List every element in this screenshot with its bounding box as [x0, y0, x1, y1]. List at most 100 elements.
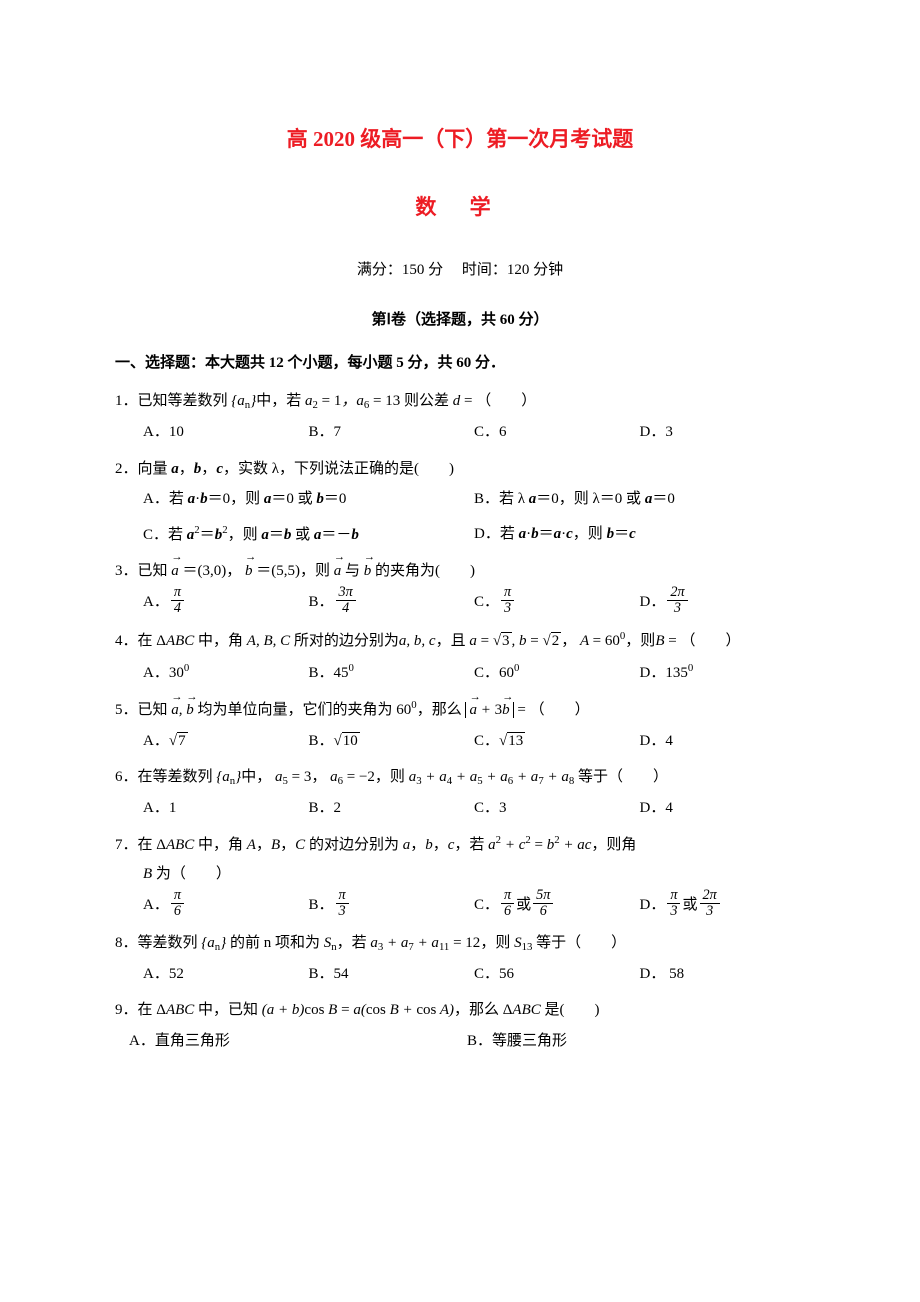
q3-stem: 3．已知 a ＝(3,0)， b ＝(5,5)，则 a 与 b 的夹角为( ) [115, 557, 805, 586]
q6-options: A．1 B．2 C．3 D．4 [115, 794, 805, 823]
q5-t3: ，那么 [417, 702, 462, 718]
q4-opt-d: D．1350 [640, 658, 806, 687]
q3b: B． [309, 594, 334, 610]
q4a: A． [143, 665, 169, 681]
q3-t3: ＝(5,5)，则 [256, 563, 330, 579]
q7-options: A．π6 B．π3 C．π6或5π6 D．π3或2π3 [115, 890, 805, 921]
q1-opt-b: B．7 [309, 418, 475, 447]
question-8: 8．等差数列 {an} 的前 n 项和为 Sn，若 a3 + a7 + a11 … [115, 929, 805, 988]
q3-t1: 已知 [138, 563, 168, 579]
q3-t2: ＝(3,0)， [183, 563, 242, 579]
full-marks: 满分：150 分 [357, 262, 443, 278]
q6-t1: 在等差数列 [138, 769, 213, 785]
q2-options-row2: C．若 a2＝b2，则 a＝b 或 a＝－b D．若 a·b＝a·c，则 b＝c [115, 520, 805, 549]
q6-t2: 中， [241, 769, 271, 785]
q9-opt-a: A．直角三角形 [129, 1027, 467, 1056]
q7-t2: 中，角 [198, 837, 243, 853]
q4-t2: 中，角 [198, 633, 243, 649]
q1-t2: 中，若 [256, 393, 301, 409]
q2-t1: 向量 [138, 461, 172, 477]
q6-opt-a: A．1 [143, 794, 309, 823]
q6-stem: 6．在等差数列 {an}中， a5 = 3， a6 = −2，则 a3 + a4… [115, 763, 805, 792]
q7c: C． [474, 897, 499, 913]
q5b: B． [309, 733, 334, 749]
q2-num: 2． [115, 461, 138, 477]
q3a: A． [143, 594, 169, 610]
q3-num: 3． [115, 563, 138, 579]
q7-t5: ，则角 [591, 837, 636, 853]
question-4: 4．在 ΔABC 中，角 A, B, C 所对的边分别为a, b, c，且 a … [115, 626, 805, 687]
q7-stem: 7．在 ΔABC 中，角 A，B，C 的对边分别为 a，b，c，若 a2 + c… [115, 830, 805, 859]
q1-opt-c: C．6 [474, 418, 640, 447]
q2-t2: 实数 λ，下列说法正确的是( ) [238, 461, 454, 477]
q1-options: A．10 B．7 C．6 D．3 [115, 418, 805, 447]
q4-t4: ，且 [436, 633, 466, 649]
exam-subject: 数 学 [115, 188, 805, 228]
q8-stem: 8．等差数列 {an} 的前 n 项和为 Sn，若 a3 + a7 + a11 … [115, 929, 805, 958]
q7cor: 或 [516, 897, 531, 913]
q4-stem: 4．在 ΔABC 中，角 A, B, C 所对的边分别为a, b, c，且 a … [115, 626, 805, 655]
q4-paren: （ ） [680, 633, 740, 649]
q1-paren: （ ） [476, 393, 536, 409]
q8-opt-b: B．54 [309, 960, 475, 989]
q2a1: A．若 [143, 491, 188, 507]
q7-t1: 在 [138, 837, 153, 853]
question-5: 5．已知 a, b 均为单位向量，它们的夹角为 600，那么 a + 3b = … [115, 695, 805, 755]
q6-opt-b: B．2 [309, 794, 475, 823]
q7-t4: ，若 [454, 837, 484, 853]
exam-page: 高 2020 级高一（下）第一次月考试题 数 学 满分：150 分 时间：120… [0, 0, 920, 1103]
q1-opt-a: A．10 [143, 418, 309, 447]
q4-num: 4． [115, 633, 138, 649]
q4-options: A．300 B．450 C．600 D．1350 [115, 658, 805, 687]
q7-opt-c: C．π6或5π6 [474, 890, 640, 921]
q5-stem: 5．已知 a, b 均为单位向量，它们的夹角为 600，那么 a + 3b = … [115, 695, 805, 724]
q5-opt-c: C．√13 [474, 727, 640, 756]
q3c: C． [474, 594, 499, 610]
q5c: C． [474, 733, 499, 749]
q1-stem: 1．已知等差数列 {an}中，若 a2 = 1，a6 = 13 则公差 d = … [115, 387, 805, 416]
q1-t1: 已知等差数列 [138, 393, 228, 409]
q7dor: 或 [682, 897, 697, 913]
question-6: 6．在等差数列 {an}中， a5 = 3， a6 = −2，则 a3 + a4… [115, 763, 805, 822]
q5-t2: 均为单位向量，它们的夹角为 [198, 702, 393, 718]
q2-options-row1: A．若 a·b＝0，则 a＝0 或 b＝0 B．若 λ a＝0，则 λ＝0 或 … [115, 485, 805, 514]
q6-opt-c: C．3 [474, 794, 640, 823]
q4-opt-a: A．300 [143, 658, 309, 687]
q5-opt-b: B．√10 [309, 727, 475, 756]
q2b1: B．若 λ [474, 491, 529, 507]
q4-t3: 所对的边分别为 [294, 633, 399, 649]
q7b: B． [309, 897, 334, 913]
exam-title: 高 2020 级高一（下）第一次月考试题 [115, 120, 805, 160]
q3-opt-c: C．π3 [474, 587, 640, 618]
q2d1: D．若 [474, 526, 519, 542]
q4-opt-b: B．450 [309, 658, 475, 687]
q4c: C． [474, 665, 499, 681]
q2-stem: 2．向量 a，b，c，实数 λ，下列说法正确的是( ) [115, 455, 805, 484]
q7-opt-a: A．π6 [143, 890, 309, 921]
q2-opt-b: B．若 λ a＝0，则 λ＝0 或 a＝0 [474, 485, 805, 514]
q5-opt-a: A．√7 [143, 727, 309, 756]
q2-opt-d: D．若 a·b＝a·c，则 b＝c [474, 520, 805, 549]
q2a3: ＝0 或 [271, 491, 316, 507]
q9-t1: 在 [138, 1002, 153, 1018]
q2b3: ＝0 [652, 491, 675, 507]
q8-t3: ，若 [337, 935, 367, 951]
q5-opt-d: D．4 [640, 727, 806, 756]
q4b: B． [309, 665, 334, 681]
q6-opt-d: D．4 [640, 794, 806, 823]
q6-t3: ， [311, 769, 326, 785]
exam-meta: 满分：150 分 时间：120 分钟 [115, 256, 805, 285]
q2c2: 则 [243, 526, 262, 542]
q1-num: 1． [115, 393, 138, 409]
question-7: 7．在 ΔABC 中，角 A，B，C 的对边分别为 a，b，c，若 a2 + c… [115, 830, 805, 921]
question-1: 1．已知等差数列 {an}中，若 a2 = 1，a6 = 13 则公差 d = … [115, 387, 805, 446]
q5-t1: 已知 [138, 702, 168, 718]
section-1-header: 一、选择题：本大题共 12 个小题，每小题 5 分，共 60 分． [115, 349, 805, 378]
q2a2: ＝0，则 [208, 491, 264, 507]
q8-t5: 等于（ ） [536, 935, 626, 951]
q3-opt-a: A．π4 [143, 587, 309, 618]
q7-l2: 为（ ） [156, 866, 231, 882]
q3d: D． [640, 594, 666, 610]
q8-num: 8． [115, 935, 138, 951]
q2-opt-a: A．若 a·b＝0，则 a＝0 或 b＝0 [143, 485, 474, 514]
